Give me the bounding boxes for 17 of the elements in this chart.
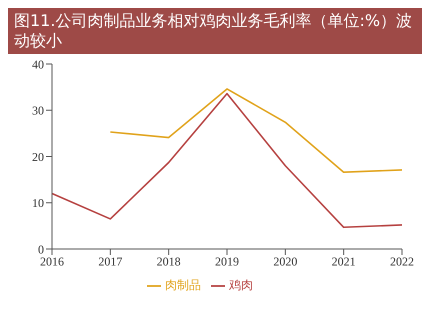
y-tick-label: 30	[32, 104, 44, 118]
y-tick-label: 0	[38, 242, 44, 256]
x-tick-label: 2016	[40, 254, 64, 269]
x-tick-label: 2017	[98, 254, 122, 269]
y-tick-label: 20	[32, 150, 44, 164]
legend-label: 鸡肉	[229, 278, 253, 292]
x-tick-label: 2022	[390, 254, 414, 269]
y-tick-label: 40	[32, 57, 44, 72]
x-tick-label: 2018	[156, 254, 181, 269]
line-series	[51, 92, 403, 228]
x-tick-label: 2019	[215, 254, 239, 269]
chart-title: 图11.公司肉制品业务相对鸡肉业务毛利率（单位:%）波动较小	[8, 8, 422, 54]
x-tick-label: 2020	[273, 254, 298, 269]
line-series	[110, 88, 403, 174]
legend-label: 肉制品	[165, 278, 201, 292]
y-tick-label: 10	[32, 196, 44, 210]
x-tick-label: 2021	[332, 254, 356, 269]
